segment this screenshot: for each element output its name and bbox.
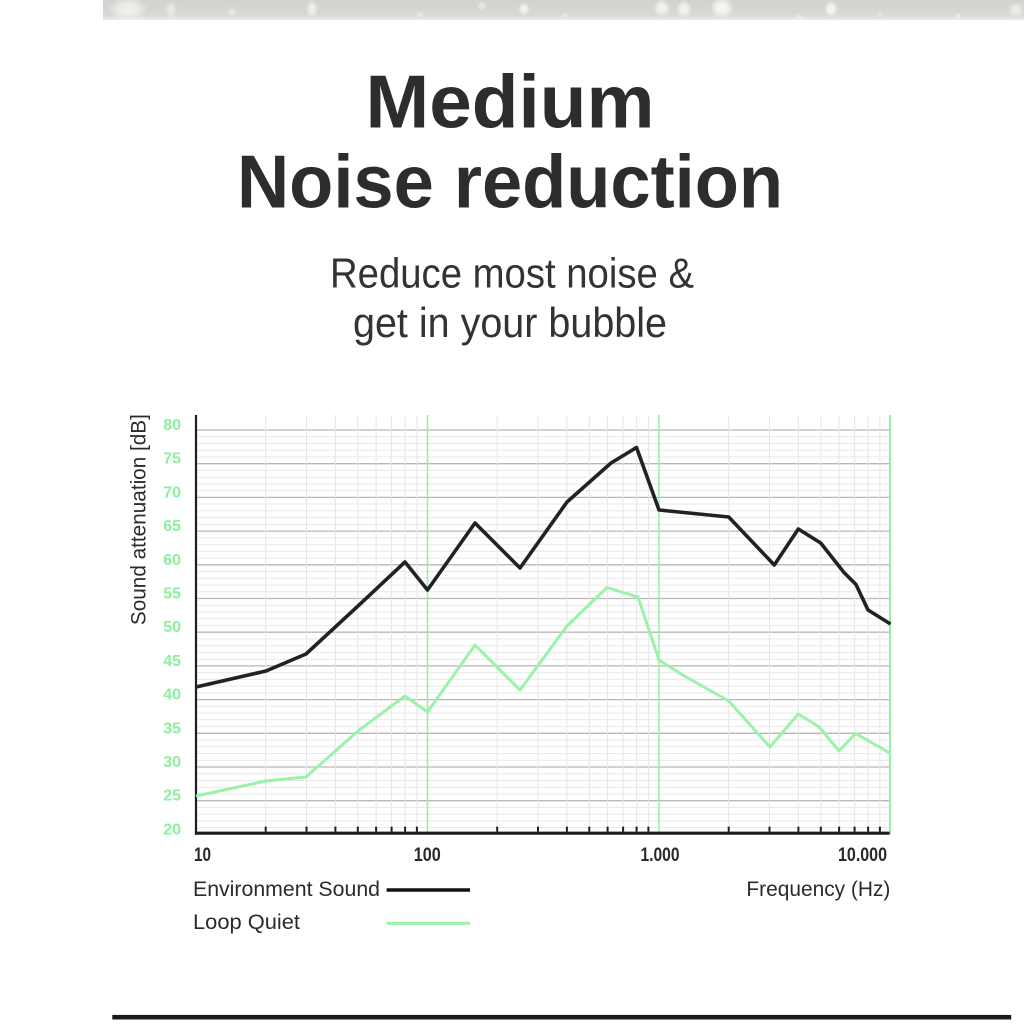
svg-text:35: 35 [163,720,181,737]
svg-text:Loop Quiet: Loop Quiet [193,911,300,934]
svg-text:Environment Sound: Environment Sound [193,878,380,901]
svg-text:Sound attenuation [dB]: Sound attenuation [dB] [128,414,151,625]
svg-text:30: 30 [163,754,181,771]
svg-text:80: 80 [163,417,181,434]
svg-text:Noise reduction: Noise reduction [237,140,783,224]
svg-text:70: 70 [163,484,181,501]
svg-text:75: 75 [163,451,181,468]
svg-text:100: 100 [414,845,441,866]
svg-text:50: 50 [163,619,181,636]
svg-text:40: 40 [163,687,181,704]
svg-text:Medium: Medium [366,60,655,144]
svg-text:25: 25 [163,788,181,805]
svg-text:60: 60 [163,552,181,569]
svg-text:Frequency (Hz): Frequency (Hz) [746,878,890,901]
svg-text:10.000: 10.000 [838,845,887,866]
svg-text:Reduce most noise &: Reduce most noise & [330,250,694,297]
svg-text:20: 20 [163,821,181,838]
svg-text:1.000: 1.000 [641,845,680,866]
svg-text:65: 65 [163,518,181,535]
svg-text:45: 45 [163,653,181,670]
svg-text:10: 10 [194,845,211,866]
svg-text:55: 55 [163,586,181,603]
svg-text:get in your bubble: get in your bubble [353,299,667,346]
